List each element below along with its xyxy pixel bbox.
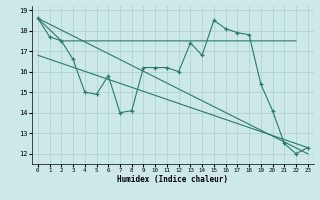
X-axis label: Humidex (Indice chaleur): Humidex (Indice chaleur) — [117, 175, 228, 184]
